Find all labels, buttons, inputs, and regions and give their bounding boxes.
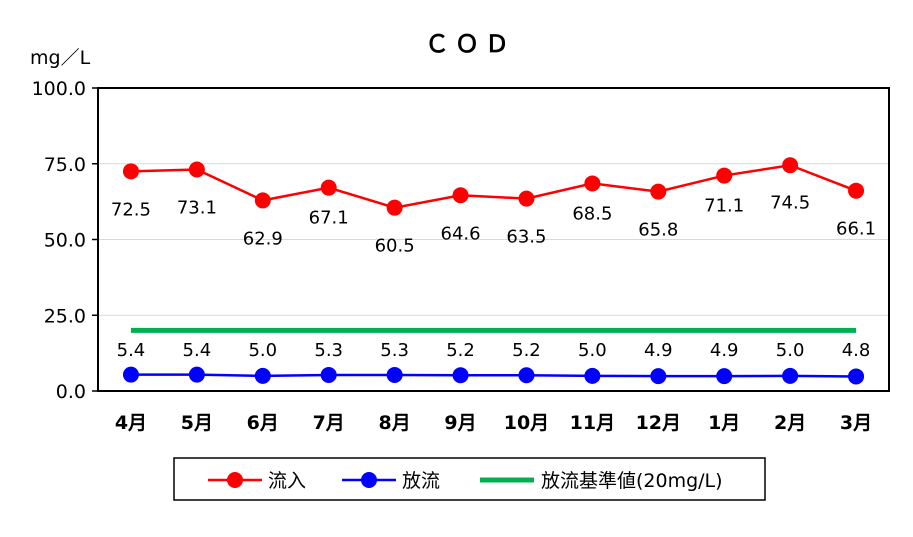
x-tick-label: 4月 — [115, 412, 147, 434]
effluent-point — [782, 367, 799, 384]
effluent-data-label: 5.0 — [248, 340, 277, 361]
inflow-data-label: 73.1 — [177, 198, 217, 219]
inflow-point — [122, 163, 139, 180]
y-axis-unit-label: mg／L — [30, 47, 91, 69]
inflow-point — [518, 190, 535, 207]
y-tick-label: 0.0 — [56, 381, 86, 403]
inflow-data-label: 65.8 — [638, 220, 678, 241]
x-tick-label: 3月 — [840, 412, 872, 434]
x-tick-label: 11月 — [570, 412, 615, 434]
legend-standard-label: 放流基準値(20mg/L) — [541, 470, 723, 492]
legend-inflow-marker — [227, 472, 243, 488]
effluent-point — [452, 367, 469, 384]
gridlines — [98, 163, 889, 316]
effluent-data-label: 5.0 — [776, 340, 805, 361]
inflow-data-label: 62.9 — [243, 228, 283, 249]
effluent-data-label: 5.2 — [512, 340, 541, 361]
inflow-data-label: 60.5 — [375, 236, 415, 257]
effluent-point — [518, 367, 535, 384]
y-axis-ticks: 0.0 25.0 50.0 75.0 100.0 — [32, 78, 98, 403]
legend: 流入 放流 放流基準値(20mg/L) — [173, 457, 766, 501]
x-tick-label: 8月 — [379, 412, 411, 434]
effluent-data-label: 5.3 — [380, 340, 409, 361]
inflow-data-label: 64.6 — [441, 223, 481, 244]
effluent-point — [320, 366, 337, 383]
x-tick-label: 6月 — [247, 412, 279, 434]
effluent-data-label: 5.4 — [183, 340, 212, 361]
inflow-data-label: 71.1 — [704, 196, 744, 217]
chart-title: ＣＯＤ — [425, 30, 515, 58]
inflow-point — [650, 183, 667, 200]
effluent-point — [848, 368, 865, 385]
legend-effluent-marker — [361, 472, 377, 488]
x-tick-label: 7月 — [313, 412, 345, 434]
effluent-data-label: 4.8 — [842, 340, 871, 361]
effluent-point — [188, 366, 205, 383]
y-tick-label: 75.0 — [44, 154, 86, 176]
effluent-point — [584, 367, 601, 384]
inflow-point — [716, 167, 733, 184]
effluent-data-label: 5.2 — [446, 340, 475, 361]
x-tick-label: 1月 — [708, 412, 740, 434]
inflow-data-label: 67.1 — [309, 208, 349, 229]
inflow-data-label: 63.5 — [506, 227, 546, 248]
inflow-data-label: 74.5 — [770, 192, 810, 213]
x-tick-label: 12月 — [636, 412, 681, 434]
inflow-point — [848, 182, 865, 199]
inflow-point — [188, 161, 205, 178]
inflow-line — [130, 163, 857, 209]
effluent-data-label: 5.4 — [117, 340, 146, 361]
legend-box — [173, 457, 766, 501]
inflow-point — [584, 175, 601, 192]
inflow-data-label: 66.1 — [836, 219, 876, 240]
x-tick-label: 10月 — [504, 412, 549, 434]
inflow-point — [254, 192, 271, 209]
inflow-point — [386, 199, 403, 216]
series-layer — [122, 157, 865, 385]
x-axis-ticks: 4月 5月 6月 7月 8月 9月 10月 11月 12月 1月 2月 3月 — [115, 412, 872, 434]
inflow-data-label: 72.5 — [111, 199, 151, 220]
effluent-point — [254, 367, 271, 384]
x-tick-label: 9月 — [444, 412, 476, 434]
x-tick-label: 5月 — [181, 412, 213, 434]
effluent-line — [130, 373, 857, 378]
inflow-point — [452, 187, 469, 204]
effluent-data-label: 5.0 — [578, 340, 607, 361]
y-tick-label: 100.0 — [32, 78, 86, 100]
effluent-point — [716, 368, 733, 385]
effluent-data-label: 5.3 — [314, 340, 343, 361]
effluent-point — [122, 366, 139, 383]
legend-inflow-label: 流入 — [268, 470, 306, 492]
inflow-point — [782, 157, 799, 174]
effluent-point — [650, 368, 667, 385]
data-labels: 72.5 73.1 62.9 67.1 60.5 64.6 63.5 68.5 65.8 71.1… — [111, 192, 876, 361]
effluent-data-label: 4.9 — [644, 340, 673, 361]
legend-effluent-label: 放流 — [402, 470, 440, 492]
y-tick-label: 50.0 — [44, 230, 86, 252]
x-tick-label: 2月 — [774, 412, 806, 434]
effluent-point — [386, 366, 403, 383]
inflow-data-label: 68.5 — [572, 203, 612, 224]
inflow-point — [320, 179, 337, 196]
y-tick-label: 25.0 — [44, 305, 86, 327]
effluent-data-label: 4.9 — [710, 340, 739, 361]
